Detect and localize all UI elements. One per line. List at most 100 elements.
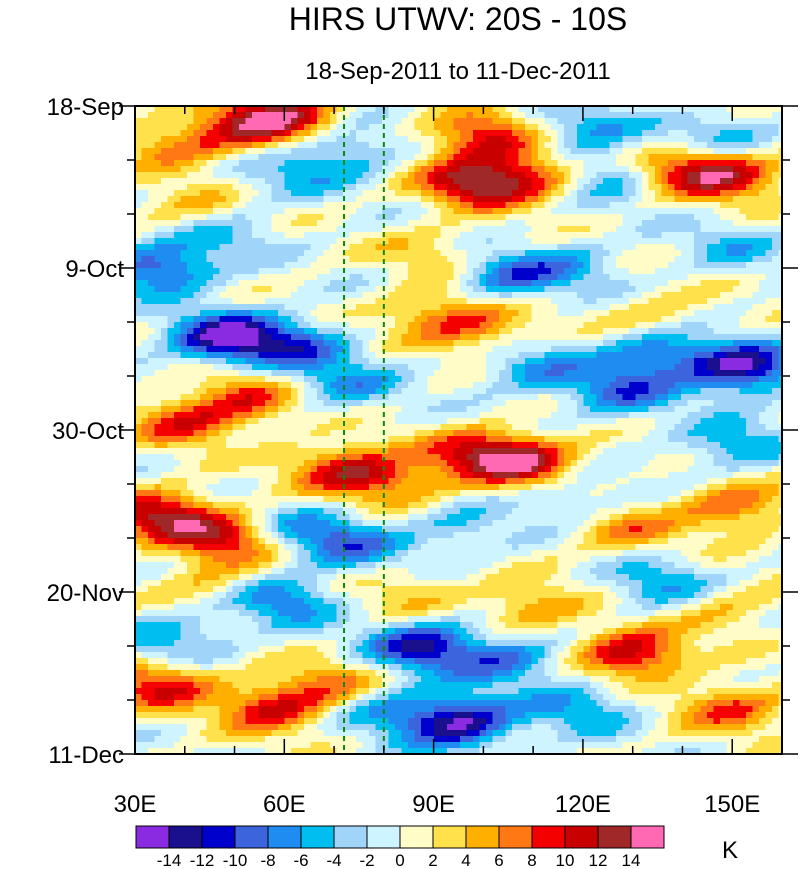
heat-cell — [310, 268, 318, 275]
heat-cell — [180, 130, 188, 137]
heat-cell — [375, 208, 383, 215]
heat-cell — [427, 148, 435, 155]
heat-cell — [772, 220, 780, 227]
heat-cell — [323, 136, 331, 143]
heat-cell — [356, 304, 364, 311]
heat-cell — [694, 286, 702, 293]
heat-cell — [720, 280, 728, 287]
heat-cell — [505, 184, 513, 191]
heat-cell — [375, 142, 383, 149]
heat-cell — [674, 184, 682, 191]
heat-cell — [603, 202, 611, 209]
heat-cell — [356, 244, 364, 251]
heat-cell — [570, 346, 578, 353]
heat-cell — [596, 382, 604, 389]
heat-cell — [726, 244, 734, 251]
heat-cell — [720, 358, 728, 365]
heat-cell — [395, 106, 403, 113]
heat-cell — [518, 352, 526, 359]
heat-cell — [609, 124, 617, 131]
heat-cell — [271, 130, 279, 137]
heat-cell — [629, 148, 637, 155]
heat-cell — [401, 214, 409, 221]
heat-cell — [317, 196, 325, 203]
heat-cell — [317, 316, 325, 323]
heat-cell — [752, 118, 760, 125]
heat-cell — [486, 292, 494, 299]
heat-cell — [765, 106, 773, 113]
heat-cell — [765, 292, 773, 299]
heat-cell — [473, 292, 481, 299]
heat-cell — [330, 262, 338, 269]
heat-cell — [720, 172, 728, 179]
heat-cell — [193, 196, 201, 203]
heat-cell — [746, 130, 754, 137]
heat-cell — [219, 292, 227, 299]
heat-cell — [434, 364, 442, 371]
heat-cell — [336, 178, 344, 185]
heat-cell — [609, 112, 617, 119]
heat-cell — [336, 106, 344, 113]
heat-cell — [525, 238, 533, 245]
heat-cell — [226, 202, 234, 209]
heat-cell — [525, 118, 533, 125]
heat-cell — [219, 172, 227, 179]
heat-cell — [265, 244, 273, 251]
heat-cell — [596, 148, 604, 155]
heat-cell — [453, 220, 461, 227]
heat-cell — [375, 148, 383, 155]
heat-cell — [733, 250, 741, 257]
heat-cell — [258, 154, 266, 161]
heat-cell — [245, 124, 253, 131]
heat-cell — [200, 130, 208, 137]
heat-cell — [180, 274, 188, 281]
heat-cell — [174, 370, 182, 377]
heat-cell — [687, 358, 695, 365]
heat-cell — [297, 382, 305, 389]
heat-cell — [180, 352, 188, 359]
heat-cell — [551, 232, 559, 239]
heat-cell — [486, 178, 494, 185]
heat-cell — [284, 250, 292, 257]
heat-cell — [200, 304, 208, 311]
heat-cell — [154, 238, 162, 245]
heat-cell — [622, 286, 630, 293]
heat-cell — [609, 274, 617, 281]
heat-cell — [759, 238, 767, 245]
heat-cell — [440, 190, 448, 197]
heat-cell — [616, 286, 624, 293]
heat-cell — [297, 232, 305, 239]
heat-cell — [193, 304, 201, 311]
heat-cell — [291, 190, 299, 197]
heat-cell — [505, 328, 513, 335]
heat-cell — [557, 274, 565, 281]
heat-cell — [369, 154, 377, 161]
heat-cell — [752, 310, 760, 317]
heat-cell — [739, 370, 747, 377]
heat-cell — [635, 124, 643, 131]
heat-cell — [219, 370, 227, 377]
heat-cell — [414, 220, 422, 227]
heat-cell — [317, 400, 325, 407]
heat-cell — [167, 154, 175, 161]
heat-cell — [395, 124, 403, 131]
heat-cell — [219, 376, 227, 383]
heat-cell — [161, 400, 169, 407]
heat-cell — [473, 352, 481, 359]
heat-cell — [739, 208, 747, 215]
heat-cell — [570, 190, 578, 197]
heat-cell — [401, 244, 409, 251]
heat-cell — [154, 178, 162, 185]
heat-cell — [206, 286, 214, 293]
heat-cell — [440, 304, 448, 311]
heat-cell — [668, 226, 676, 233]
heat-cell — [772, 160, 780, 167]
heat-cell — [635, 160, 643, 167]
heat-cell — [759, 106, 767, 113]
heat-cell — [232, 286, 240, 293]
heat-cell — [200, 214, 208, 221]
heat-cell — [408, 328, 416, 335]
heat-cell — [148, 250, 156, 257]
heat-cell — [161, 280, 169, 287]
heat-cell — [343, 376, 351, 383]
